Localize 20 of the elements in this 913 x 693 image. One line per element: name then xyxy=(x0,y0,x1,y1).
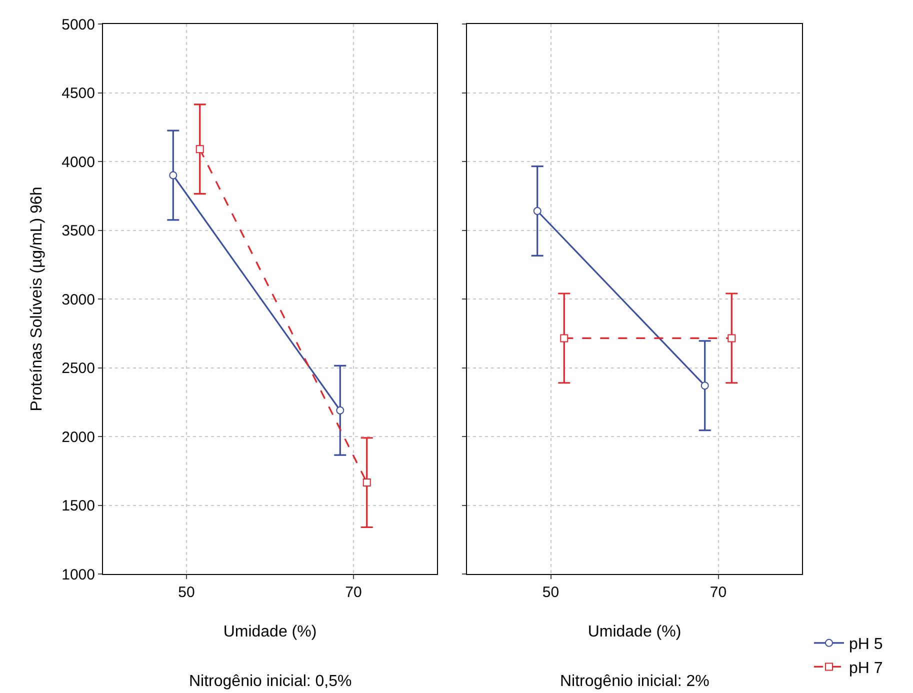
text: Nitrogênio inicial: 0,5% xyxy=(189,673,352,690)
x-tick-label: 50 xyxy=(178,584,195,601)
y-tick-label: 2500 xyxy=(62,360,95,377)
y-tick-label: 3000 xyxy=(62,291,95,308)
x-tick-label: 70 xyxy=(345,584,362,601)
y-axis-title: Proteínas Solúveis (µg/mL) 96h xyxy=(28,186,46,412)
x-axis-title: Umidade (%) xyxy=(588,624,682,641)
legend-label: pH 7 xyxy=(848,660,883,677)
y-tick-label: 3500 xyxy=(62,222,95,240)
y-tick-label: 5000 xyxy=(62,16,95,34)
y-tick-label: 1500 xyxy=(62,498,95,514)
x-tick-label: 70 xyxy=(710,584,727,601)
x-axis-title: Umidade (%) xyxy=(223,624,317,641)
y-tick-label: 1000 xyxy=(62,566,95,584)
y-tick-label: 2000 xyxy=(62,428,95,446)
text: Nitrogênio inicial: 2% xyxy=(560,673,710,690)
x-tick-label: 50 xyxy=(542,584,560,601)
legend-label: pH 5 xyxy=(848,636,883,654)
y-tick-label: 4500 xyxy=(62,85,95,102)
y-tick-label: 4000 xyxy=(62,154,95,171)
